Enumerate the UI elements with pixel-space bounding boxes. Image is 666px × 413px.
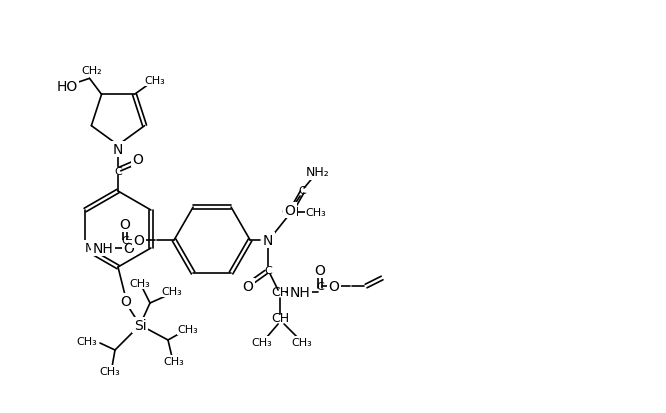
Text: NH: NH [290,285,310,299]
Text: MeO: MeO [85,242,113,255]
Text: N: N [263,233,273,247]
Text: O: O [133,153,143,166]
Text: CH₂: CH₂ [81,66,102,76]
Text: C: C [264,266,272,275]
Text: O: O [242,279,254,293]
Text: CH₃: CH₃ [76,336,97,346]
Text: C: C [316,281,324,291]
Text: CH₃: CH₃ [130,278,151,288]
Text: CH₃: CH₃ [306,207,326,218]
Text: CH₃: CH₃ [252,337,272,347]
Text: O: O [314,263,326,277]
Text: CH₃: CH₃ [162,286,182,296]
Text: O: O [120,218,131,231]
Text: N: N [113,142,123,157]
Text: NH: NH [93,242,113,255]
Text: CH₃: CH₃ [292,337,312,347]
Text: C: C [298,185,306,195]
Text: CH₃: CH₃ [178,324,198,334]
Text: NH₂: NH₂ [306,166,330,179]
Text: CH: CH [271,286,289,299]
Text: C: C [121,235,129,245]
Text: CH: CH [281,206,299,219]
Text: CH₃: CH₃ [164,356,184,366]
Text: O: O [121,294,131,308]
Text: Si: Si [134,318,147,332]
Text: CH: CH [271,312,289,325]
Text: O: O [284,204,296,218]
Text: C: C [114,166,122,177]
Text: CH₃: CH₃ [144,76,165,86]
Text: O: O [328,279,340,293]
Text: HO: HO [57,80,77,94]
Text: CH₃: CH₃ [100,366,121,376]
Text: O: O [134,233,145,247]
Text: O: O [123,242,135,255]
